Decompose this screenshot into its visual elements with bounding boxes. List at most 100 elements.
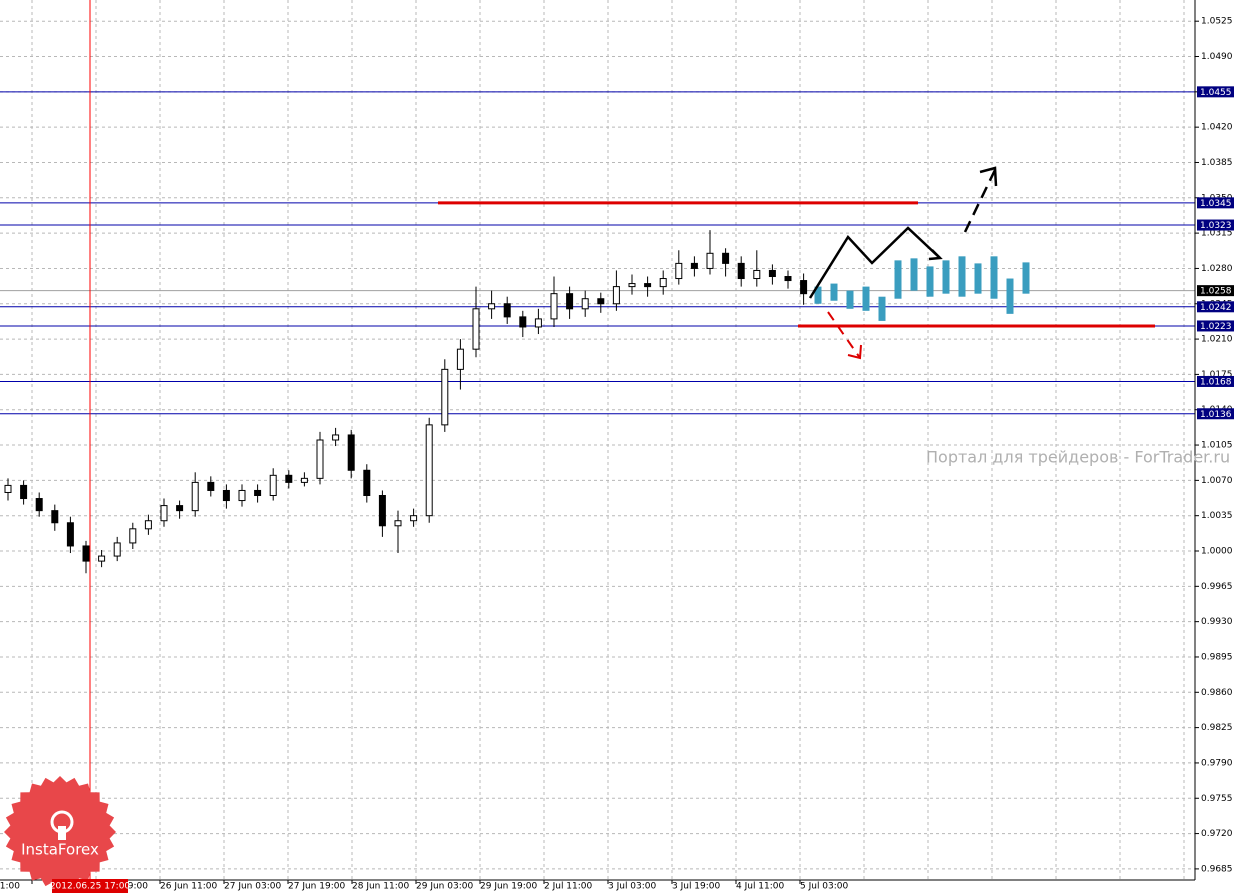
y-tick-label: 1.0070 — [1201, 476, 1233, 486]
grid — [0, 0, 1195, 880]
candle-body — [644, 283, 652, 288]
candle-body — [784, 276, 792, 282]
logo: InstaForex — [4, 776, 116, 888]
candle-body — [519, 316, 527, 328]
candle-body — [300, 477, 308, 483]
forecast-bar — [862, 286, 870, 311]
arrow-head — [928, 249, 943, 261]
x-tick-label: 27 Jun 19:00 — [288, 882, 345, 892]
watermark: Портал для трейдеров - ForTrader.ru — [926, 448, 1230, 467]
projection-dashed — [827, 311, 861, 359]
candle-body — [597, 298, 605, 305]
level-label-box — [1197, 197, 1234, 209]
level-label-box — [1197, 219, 1234, 231]
level-label: 1.0455 — [1200, 88, 1232, 98]
level-label-box — [1197, 285, 1234, 297]
y-tick-label: 0.9825 — [1201, 723, 1233, 733]
level-label: 1.0168 — [1200, 377, 1232, 387]
candle-body — [35, 498, 43, 512]
forecast-bar — [894, 260, 902, 299]
x-tick-label: 11:00 — [0, 882, 20, 892]
y-tick-label: 0.9685 — [1201, 864, 1233, 874]
candle-body — [550, 293, 558, 320]
forecast-bar — [846, 290, 854, 309]
candle-body — [144, 520, 152, 530]
candle-body — [238, 489, 246, 502]
forecast-bar — [990, 256, 998, 299]
projection-path — [808, 226, 941, 299]
candle-body — [222, 489, 230, 502]
level-label: 1.0345 — [1200, 199, 1232, 209]
overlay: Портал для трейдеров - ForTrader.ru — [0, 0, 1230, 881]
y-tick-label: 1.0490 — [1201, 52, 1233, 62]
y-tick-label: 0.9720 — [1201, 829, 1233, 839]
level-label-box — [1197, 408, 1234, 420]
x-tick-label: 29 Jun 19:00 — [480, 882, 537, 892]
candle-body — [737, 262, 745, 280]
forecast-bar — [1022, 262, 1030, 294]
candle-body — [98, 555, 106, 562]
candle-body — [800, 280, 808, 295]
y-tick-label: 0.9860 — [1201, 688, 1233, 698]
crosshair-label-box — [52, 879, 128, 893]
y-tick-label: 1.0385 — [1201, 158, 1233, 168]
candle-body — [659, 278, 667, 288]
candle-body — [66, 522, 74, 547]
candle-body — [441, 368, 449, 426]
level-label: 1.0223 — [1200, 322, 1232, 332]
candle-body — [456, 348, 464, 370]
candle-body — [394, 520, 402, 527]
y-tick-label: 1.0000 — [1201, 547, 1233, 557]
level-label: 1.0136 — [1200, 410, 1232, 420]
crosshair-label: 2012.06.25 17:00 — [50, 882, 131, 892]
forecast-bar — [974, 263, 982, 294]
x-tick-label: 19:00 — [122, 882, 148, 892]
x-tick-label: 27 Jun 03:00 — [224, 882, 281, 892]
forecast-bar — [814, 286, 822, 304]
y-tick-label: 1.0420 — [1201, 123, 1233, 133]
candle-body — [129, 528, 137, 544]
candle-body — [378, 495, 386, 527]
level-label: 1.0323 — [1200, 221, 1232, 231]
y-tick-label: 1.0175 — [1201, 370, 1233, 380]
level-label: 1.0242 — [1200, 303, 1232, 313]
x-tick-label: 26 Jun 11:00 — [160, 882, 217, 892]
candle-body — [285, 474, 293, 483]
y-tick-label: 1.0105 — [1201, 441, 1233, 451]
y-tick-label: 0.9930 — [1201, 617, 1233, 627]
candle-body — [316, 439, 324, 479]
forecast-bar — [878, 296, 886, 321]
forecast-bar — [830, 283, 838, 301]
forecast-bar — [910, 258, 918, 291]
candle-body — [332, 434, 340, 441]
forecast-bar — [942, 260, 950, 294]
candle-body — [612, 286, 620, 305]
level-label-box — [1197, 375, 1234, 387]
y-tick-label: 0.9755 — [1201, 794, 1233, 804]
candle-body — [363, 469, 371, 497]
logo-icon — [58, 826, 66, 840]
candle-body — [534, 318, 542, 328]
candle-body — [254, 489, 262, 497]
candle-body — [207, 481, 215, 491]
candle-body — [51, 510, 59, 524]
candle-body — [675, 262, 683, 280]
y-tick-label: 1.0525 — [1201, 17, 1233, 27]
candle-body — [425, 424, 433, 517]
candle-body — [581, 298, 589, 310]
level-label-box — [1197, 301, 1234, 313]
x-tick-label: 29 Jun 03:00 — [416, 882, 473, 892]
candle-body — [82, 545, 90, 562]
candle-body — [690, 262, 698, 269]
forecast-bar — [1006, 278, 1014, 314]
x-tick-label: 2 Jul 11:00 — [544, 882, 593, 892]
candle-body — [628, 283, 636, 288]
y-tick-label: 0.9965 — [1201, 582, 1233, 592]
level-label: 1.0258 — [1200, 287, 1232, 297]
x-tick-label: 28 Jun 11:00 — [352, 882, 409, 892]
y-tick-label: 1.0280 — [1201, 264, 1233, 274]
forecast-bar — [926, 266, 934, 297]
